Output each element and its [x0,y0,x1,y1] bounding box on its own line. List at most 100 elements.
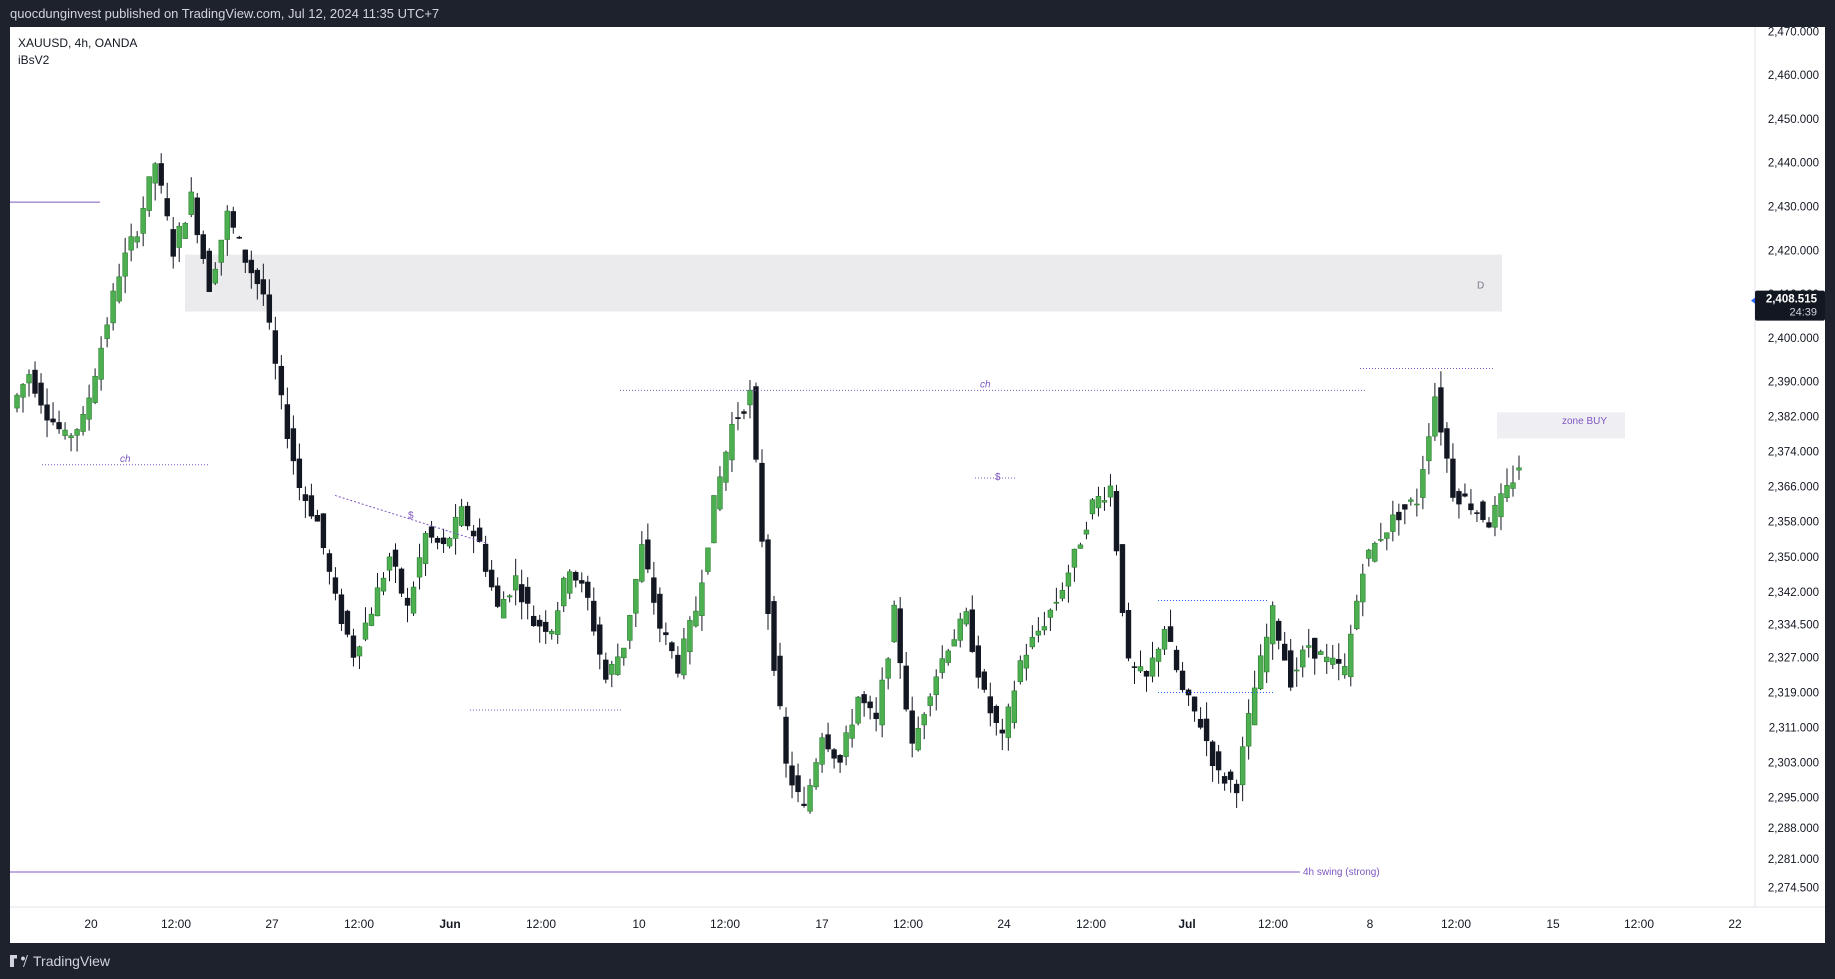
candle-up [681,638,687,676]
price-tick-label: 2,374.000 [1768,447,1819,459]
candle-down [494,585,501,607]
price-tick-label: 2,358.000 [1768,517,1819,529]
candle-up [74,429,80,436]
footer: TradingView [0,943,1835,979]
time-tick-label: 27 [265,917,279,931]
candle-down [56,422,62,430]
candle-up [855,696,861,724]
candle-down [1275,620,1282,641]
candle-up [747,389,753,406]
candle-up [885,658,891,679]
candle-up [128,236,134,251]
candle-down [44,404,50,421]
publish-info: quocdunginvest published on TradingView.… [10,6,440,21]
time-tick-label: 12:00 [526,917,556,931]
candle-down [1474,512,1480,514]
candle-up [1420,469,1426,498]
candle-down [669,642,675,652]
candle-down [1438,387,1444,433]
candle-up [1360,573,1366,603]
price-tick-label: 2,400.000 [1768,333,1819,345]
candle-down [1113,491,1120,552]
candle-up [20,384,26,398]
candle-up [567,571,573,594]
candle-down [1480,501,1486,520]
candle-down [1221,776,1228,784]
candle-down [272,330,279,364]
candle-down [488,569,495,588]
price-tick-label: 2,382.000 [1768,412,1819,424]
price-tick-label: 2,430.000 [1768,202,1819,214]
level-label: ch [120,454,131,465]
time-tick-label: 12:00 [344,917,374,931]
candle-up [627,615,633,641]
candle-up [68,435,74,439]
tradingview-brand[interactable]: TradingView [10,953,110,969]
candle-down [338,594,345,624]
candle-down [597,624,603,655]
candle-up [1257,655,1264,690]
candle-down [194,197,200,236]
candle-down [591,600,597,632]
time-tick-label: 12:00 [1441,917,1471,931]
candle-up [807,785,813,812]
candle-down [1450,458,1456,498]
candle-down [975,645,981,678]
candle-down [284,404,291,439]
candle-down [428,526,435,538]
candle-up [1269,605,1276,645]
candle-down [831,749,837,759]
candle-up [1432,396,1438,437]
candle-down [314,515,321,522]
candle-up [1017,660,1024,683]
candle-down [32,369,38,394]
candle-down [164,198,170,217]
candle-down [440,537,447,545]
candle-down [1396,511,1402,521]
candle-up [422,533,429,564]
candle-down [302,494,309,501]
time-tick-label: 12:00 [1076,917,1106,931]
level-label: D [1477,280,1484,291]
candle-up [687,620,693,653]
candle-up [1378,539,1384,541]
candle-up [921,714,927,726]
candle-up [1251,687,1258,726]
candle-up [615,656,621,675]
candle-down [392,549,399,567]
price-tick-label: 2,281.000 [1768,854,1819,866]
candle-up [218,239,224,263]
candle-up [915,728,921,751]
candle-down [1203,718,1210,742]
candle-down [765,539,771,614]
candle-up [368,613,375,626]
tradingview-logo-icon [10,955,28,967]
candle-up [1348,633,1354,678]
candle-up [1426,436,1432,462]
price-tick-label: 2,460.000 [1768,70,1819,82]
candle-up [609,663,615,675]
candle-down [1215,751,1222,771]
candle-up [176,225,182,248]
candle-up [621,647,627,659]
price-tag-marker-icon [1751,297,1755,304]
candle-down [170,229,176,257]
price-tick-label: 2,303.000 [1768,758,1819,770]
candle-up [1245,713,1252,747]
candle-down [645,539,651,570]
candle-up [963,611,969,625]
candle-up [849,724,855,739]
candle-up [1263,636,1270,673]
candle-down [1336,659,1342,664]
candle-up [1306,645,1312,648]
candle-down [759,462,765,542]
symbol-legend: XAUUSD, 4h, OANDA iBsV2 [18,35,137,69]
candle-down [1456,491,1462,505]
bar-countdown-label: 24:39 [1789,307,1817,319]
candle-up [1089,499,1096,515]
level-label: $ [408,511,414,522]
candle-down [825,734,831,750]
candle-down [987,696,994,714]
